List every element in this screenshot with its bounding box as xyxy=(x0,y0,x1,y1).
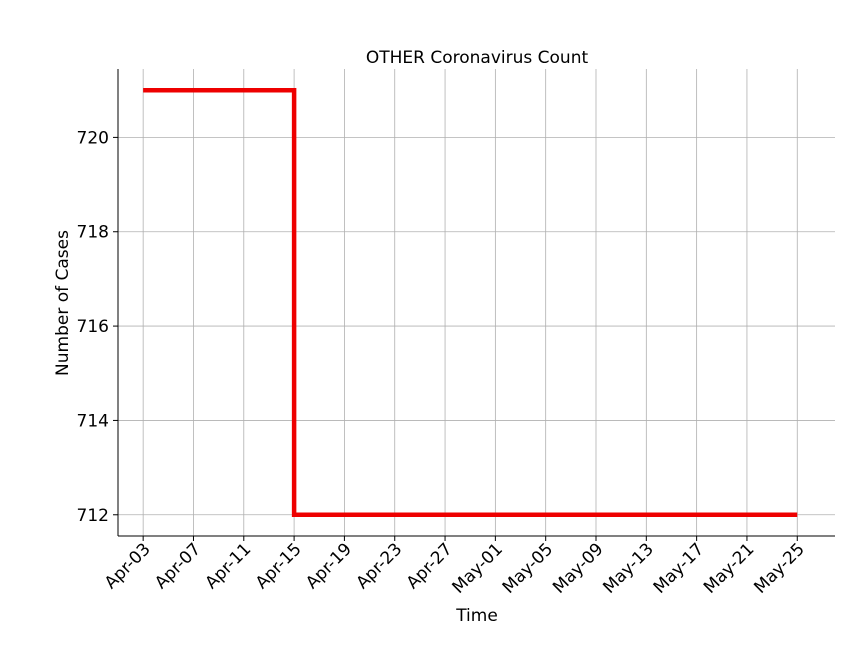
x-tick-label: Apr-27 xyxy=(403,539,457,593)
y-tick-label: 712 xyxy=(77,506,109,526)
series-line xyxy=(143,87,798,518)
x-tick-label: Apr-11 xyxy=(202,539,256,593)
x-axis-label: Time xyxy=(455,606,498,626)
x-tick-label: May-09 xyxy=(549,539,607,597)
x-tick-label: Apr-03 xyxy=(101,539,155,593)
grid xyxy=(118,69,835,536)
y-tick-label: 714 xyxy=(77,411,109,431)
y-tick-label: 720 xyxy=(77,128,109,148)
x-tick-label: May-21 xyxy=(700,539,758,597)
x-tick-label: May-05 xyxy=(499,539,557,597)
y-tick-label: 716 xyxy=(77,317,109,337)
series-layer xyxy=(143,87,798,518)
x-axis-ticks: Apr-03Apr-07Apr-11Apr-15Apr-19Apr-23Apr-… xyxy=(101,536,809,598)
x-tick-label: May-13 xyxy=(599,539,657,597)
chart-title: OTHER Coronavirus Count xyxy=(366,48,589,68)
y-tick-label: 718 xyxy=(77,223,109,243)
x-tick-label: May-01 xyxy=(448,539,506,597)
x-tick-label: Apr-15 xyxy=(252,539,306,593)
x-tick-label: May-17 xyxy=(650,539,708,597)
y-axis-label: Number of Cases xyxy=(53,230,73,376)
x-tick-label: Apr-23 xyxy=(352,539,406,593)
x-tick-label: May-25 xyxy=(750,539,808,597)
y-axis-ticks: 712 714 716 718 720 xyxy=(77,128,118,526)
x-tick-label: Apr-19 xyxy=(302,539,356,593)
x-tick-label: Apr-07 xyxy=(151,539,205,593)
